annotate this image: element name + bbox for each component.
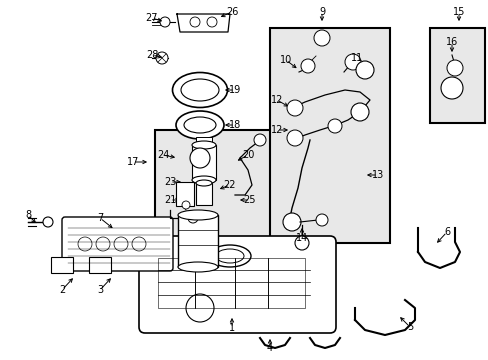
Text: 10: 10: [279, 55, 291, 65]
Circle shape: [327, 119, 341, 133]
Text: 23: 23: [163, 177, 176, 187]
Circle shape: [286, 100, 303, 116]
Text: 17: 17: [126, 157, 139, 167]
Bar: [176, 182, 194, 206]
Bar: [155, 130, 329, 270]
Text: 14: 14: [295, 233, 307, 243]
Text: 19: 19: [228, 85, 241, 95]
Text: 8: 8: [25, 210, 31, 220]
Text: 11: 11: [350, 53, 363, 63]
Circle shape: [345, 54, 360, 70]
Polygon shape: [177, 14, 229, 32]
Bar: [267, 258, 305, 308]
FancyBboxPatch shape: [139, 236, 335, 333]
Circle shape: [446, 60, 462, 76]
Text: 27: 27: [145, 13, 158, 23]
Bar: [269, 28, 389, 243]
Bar: [195, 258, 235, 308]
Ellipse shape: [192, 141, 216, 149]
Ellipse shape: [178, 262, 218, 272]
Text: 1: 1: [228, 323, 235, 333]
Circle shape: [315, 214, 327, 226]
Bar: [429, 28, 484, 123]
Ellipse shape: [176, 111, 224, 139]
Bar: [178, 215, 218, 267]
Circle shape: [350, 103, 368, 121]
Text: 20: 20: [242, 150, 254, 160]
Ellipse shape: [178, 210, 218, 220]
Text: 22: 22: [224, 180, 236, 190]
Text: 7: 7: [97, 213, 103, 223]
Text: 13: 13: [371, 170, 384, 180]
Circle shape: [182, 201, 190, 209]
Text: 25: 25: [243, 195, 256, 205]
Ellipse shape: [196, 180, 212, 186]
Text: 3: 3: [97, 285, 103, 295]
Circle shape: [283, 213, 301, 231]
Text: 9: 9: [318, 7, 325, 17]
Text: 2: 2: [59, 285, 65, 295]
Circle shape: [440, 77, 462, 99]
Bar: [196, 137, 212, 145]
Circle shape: [190, 148, 209, 168]
Text: 12: 12: [270, 125, 283, 135]
Bar: [235, 258, 267, 308]
Circle shape: [185, 294, 214, 322]
Bar: [158, 258, 195, 308]
Circle shape: [156, 52, 168, 64]
Circle shape: [313, 30, 329, 46]
Ellipse shape: [208, 245, 250, 267]
Text: 28: 28: [145, 50, 158, 60]
Text: 6: 6: [443, 227, 449, 237]
Circle shape: [355, 61, 373, 79]
Bar: [89, 257, 111, 273]
Bar: [196, 183, 212, 205]
Circle shape: [253, 134, 265, 146]
Circle shape: [43, 217, 53, 227]
Bar: [192, 145, 216, 180]
Text: 26: 26: [225, 7, 238, 17]
Circle shape: [301, 59, 314, 73]
Circle shape: [294, 236, 308, 250]
Circle shape: [187, 213, 198, 223]
Text: 12: 12: [270, 95, 283, 105]
Ellipse shape: [192, 176, 216, 184]
FancyBboxPatch shape: [62, 217, 173, 271]
Text: 24: 24: [157, 150, 169, 160]
Text: 5: 5: [406, 322, 412, 332]
Bar: [51, 257, 73, 273]
Circle shape: [286, 130, 303, 146]
Text: 21: 21: [163, 195, 176, 205]
Text: 4: 4: [266, 343, 272, 353]
Text: 16: 16: [445, 37, 457, 47]
Text: 15: 15: [452, 7, 464, 17]
Ellipse shape: [172, 72, 227, 108]
Circle shape: [160, 17, 170, 27]
Text: 18: 18: [228, 120, 241, 130]
